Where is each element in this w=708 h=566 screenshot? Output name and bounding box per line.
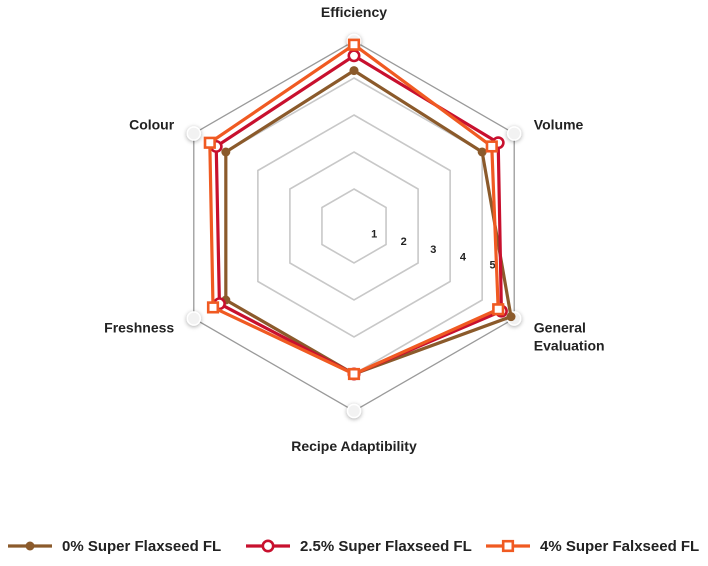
axis-labels: Efficiency Volume General Evaluation Recipe … <box>104 4 604 454</box>
axis-label-volume: Volume <box>534 117 584 133</box>
legend: 0% Super Flaxseed FL 2.5% Super Flaxseed … <box>8 538 699 555</box>
grid-ring-3 <box>257 114 451 338</box>
tick-label: 2 <box>401 236 407 248</box>
legend-item-4-super-falxseed-fl: 4% Super Falxseed FL <box>486 538 699 555</box>
data-point <box>492 303 505 316</box>
data-point <box>477 147 487 157</box>
axis-end-markers <box>186 33 522 419</box>
grid-ring-2 <box>289 151 419 301</box>
legend-marker <box>261 539 275 553</box>
data-point <box>506 312 516 322</box>
axis-label-colour: Colour <box>129 117 175 133</box>
series-2-5-super-flaxseed-fl <box>209 49 508 381</box>
tick-label: 4 <box>460 252 467 264</box>
grid-ring-4 <box>225 77 483 375</box>
axis-label-general-evaluation: General Evaluation <box>534 320 605 354</box>
axis-end-marker <box>186 126 202 141</box>
data-point <box>203 136 216 149</box>
legend-label: 4% Super Falxseed FL <box>540 538 699 555</box>
legend-label: 0% Super Flaxseed FL <box>62 538 221 555</box>
data-point <box>221 147 231 157</box>
series-layer <box>203 38 516 381</box>
axis-end-marker <box>186 311 202 326</box>
scale-tick-labels: 1 2 3 4 5 <box>371 228 496 271</box>
tick-label: 3 <box>430 244 436 256</box>
series-4-super-falxseed-fl <box>203 38 505 381</box>
data-point <box>347 367 361 381</box>
data-point <box>485 140 498 153</box>
data-point <box>347 49 361 63</box>
data-point <box>349 66 359 76</box>
data-point <box>206 301 220 314</box>
grid-ring-5 <box>193 40 515 412</box>
tick-label: 1 <box>371 228 377 240</box>
axis-label-recipe-adaptibility: Recipe Adaptibility <box>291 438 417 454</box>
axis-label-freshness: Freshness <box>104 320 174 336</box>
tick-label: 5 <box>489 259 495 271</box>
legend-marker <box>25 541 35 551</box>
axis-label-efficiency: Efficiency <box>321 4 387 20</box>
legend-item-2-5-super-flaxseed-fl: 2.5% Super Flaxseed FL <box>246 538 472 555</box>
grid-ring-1 <box>321 188 387 264</box>
legend-item-0-super-flaxseed-fl: 0% Super Flaxseed FL <box>8 538 221 555</box>
axis-end-marker <box>346 403 362 419</box>
series-line <box>208 43 500 376</box>
data-point <box>347 38 361 51</box>
radar-grid <box>193 40 515 412</box>
legend-label: 2.5% Super Flaxseed FL <box>300 538 472 555</box>
legend-marker <box>501 539 515 553</box>
axis-end-marker <box>506 126 522 141</box>
